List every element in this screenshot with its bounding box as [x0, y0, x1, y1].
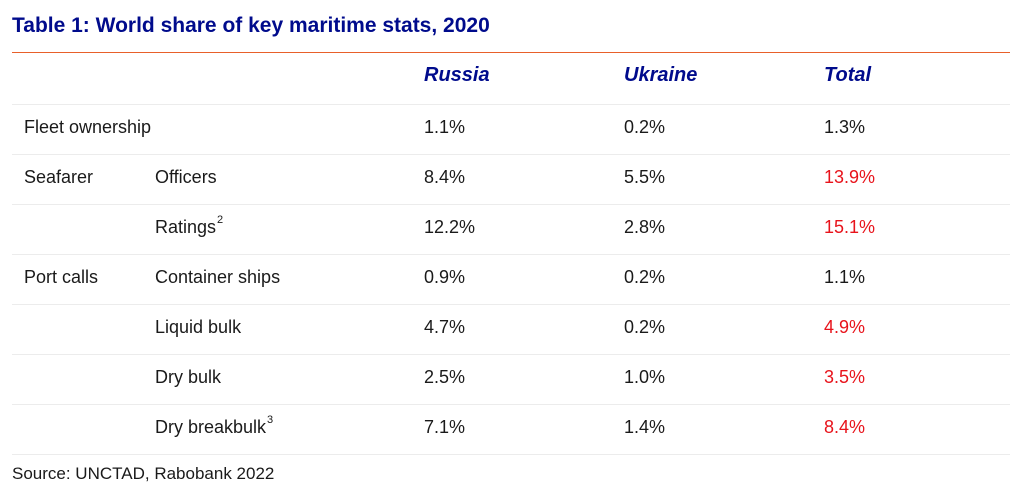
cell-russia: 7.1%: [424, 417, 466, 437]
column-header-russia: Russia: [424, 64, 490, 86]
title-divider: [12, 52, 1010, 53]
row-subcategory: Dry breakbulk3: [155, 414, 274, 437]
column-header-total: Total: [824, 64, 872, 86]
cell-ukraine: 0.2%: [624, 267, 666, 287]
cell-ukraine: 0.2%: [624, 117, 666, 137]
row-subcategory: Officers: [155, 167, 217, 187]
cell-ukraine: 1.4%: [624, 417, 666, 437]
table-row: Dry bulk 2.5% 1.0% 3.5%: [12, 354, 1010, 405]
table-row: Dry breakbulk3 7.1% 1.4% 8.4%: [12, 404, 1010, 455]
table-row: Port calls Container ships 0.9% 0.2% 1.1…: [12, 254, 1010, 305]
row-subcategory: Ratings2: [155, 214, 224, 237]
cell-total: 1.1%: [824, 267, 866, 287]
cell-ukraine: 5.5%: [624, 167, 666, 187]
row-category: Seafarer: [24, 167, 94, 187]
cell-total: 8.4%: [824, 417, 866, 437]
cell-total: 4.9%: [824, 317, 866, 337]
row-subcategory: [155, 117, 156, 138]
cell-ukraine: 0.2%: [624, 317, 666, 337]
cell-total: 3.5%: [824, 367, 866, 387]
table-row: Fleet ownership 1.1% 0.2% 1.3%: [12, 104, 1010, 155]
row-subcategory: Container ships: [155, 267, 281, 287]
cell-russia: 1.1%: [424, 117, 466, 137]
row-category: Port calls: [24, 267, 99, 287]
cell-total: 15.1%: [824, 217, 876, 237]
row-category: Fleet ownership: [24, 117, 152, 137]
cell-russia: 12.2%: [424, 217, 476, 237]
cell-total: 13.9%: [824, 167, 876, 187]
cell-russia: 8.4%: [424, 167, 466, 187]
row-subcategory: Dry bulk: [155, 367, 222, 387]
table-title: Table 1: World share of key maritime sta…: [12, 14, 490, 37]
table-row: Ratings2 12.2% 2.8% 15.1%: [12, 204, 1010, 255]
header-divider: [12, 104, 1010, 105]
cell-russia: 2.5%: [424, 367, 466, 387]
cell-total: 1.3%: [824, 117, 866, 137]
row-subcategory: Liquid bulk: [155, 317, 242, 337]
cell-ukraine: 2.8%: [624, 217, 666, 237]
cell-russia: 0.9%: [424, 267, 466, 287]
cell-ukraine: 1.0%: [624, 367, 666, 387]
table-row: Liquid bulk 4.7% 0.2% 4.9%: [12, 304, 1010, 355]
source-note: Source: UNCTAD, Rabobank 2022: [12, 464, 275, 483]
table-row: Seafarer Officers 8.4% 5.5% 13.9%: [12, 154, 1010, 205]
cell-russia: 4.7%: [424, 317, 466, 337]
column-header-ukraine: Ukraine: [624, 64, 698, 86]
